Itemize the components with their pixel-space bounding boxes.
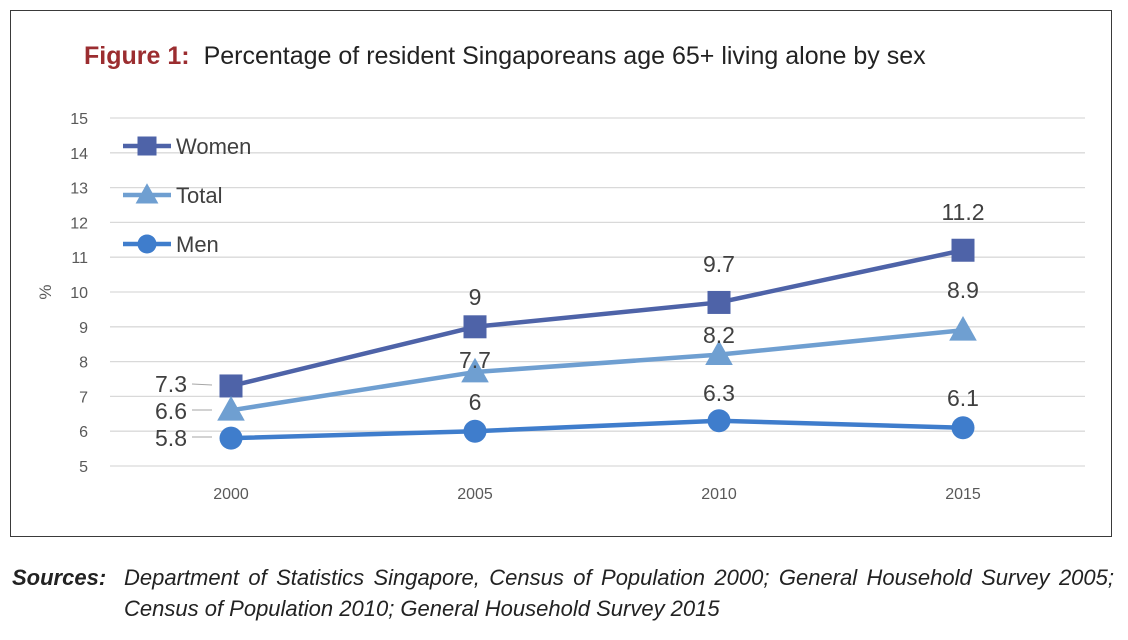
men-marker	[219, 426, 243, 450]
y-tick-label: 9	[79, 320, 88, 337]
women-data-label: 7.3	[155, 371, 187, 397]
y-axis-label: %	[36, 284, 55, 299]
legend-label-men: Men	[176, 232, 219, 257]
men-data-label: 6	[469, 389, 482, 415]
women-data-label: 11.2	[941, 199, 984, 225]
legend-marker-men	[137, 234, 157, 254]
legend-label-women: Women	[176, 134, 251, 159]
y-tick-label: 14	[70, 146, 88, 163]
y-tick-label: 12	[70, 215, 88, 232]
women-series-line	[230, 248, 964, 389]
women-marker	[707, 290, 731, 314]
men-marker	[707, 409, 731, 433]
women-data-label: 9	[469, 284, 482, 310]
figure-label: Figure 1:	[84, 42, 190, 70]
total-series-line	[230, 328, 964, 413]
men-data-label: 5.8	[155, 425, 187, 451]
x-tick-label: 2015	[945, 486, 981, 503]
women-label-leader	[191, 383, 213, 386]
men-series-line	[230, 418, 964, 441]
x-tick-label: 2000	[213, 486, 249, 503]
total-marker	[217, 396, 245, 421]
total-data-label: 6.6	[155, 398, 187, 424]
total-marker	[705, 340, 733, 365]
chart-frame	[10, 10, 1112, 537]
legend-marker-women	[137, 136, 157, 156]
women-data-label: 9.7	[703, 251, 735, 277]
men-marker	[951, 416, 975, 440]
sources-label: Sources:	[12, 565, 107, 590]
total-data-label: 8.9	[947, 277, 979, 303]
total-marker	[949, 316, 977, 341]
y-tick-label: 7	[79, 389, 88, 406]
men-data-label: 6.3	[703, 380, 735, 406]
women-marker	[219, 374, 243, 398]
y-tick-label: 5	[79, 459, 88, 476]
figure-title-text: Percentage of resident Singaporeans age …	[203, 42, 926, 70]
y-tick-label: 15	[70, 111, 88, 128]
legend-label-total: Total	[176, 183, 222, 208]
x-tick-label: 2005	[457, 486, 493, 503]
total-data-label: 8.2	[703, 322, 735, 348]
figure-title: Figure 1: Percentage of resident Singapor…	[84, 42, 926, 71]
men-marker	[463, 419, 487, 443]
sources-note: Sources: Department of Statistics Singapo…	[12, 562, 1114, 624]
y-tick-label: 10	[70, 285, 88, 302]
total-marker	[461, 357, 489, 383]
y-tick-label: 6	[79, 424, 88, 441]
men-data-label: 6.1	[947, 385, 979, 411]
women-marker	[463, 315, 487, 339]
x-tick-label: 2010	[701, 486, 737, 503]
y-tick-label: 11	[71, 250, 88, 267]
legend-marker-total	[135, 183, 159, 204]
sources-text: Department of Statistics Singapore, Cens…	[124, 565, 1114, 621]
y-tick-label: 8	[79, 355, 88, 372]
women-marker	[951, 238, 975, 262]
y-tick-label: 13	[70, 181, 88, 198]
total-data-label: 7.7	[459, 347, 491, 373]
